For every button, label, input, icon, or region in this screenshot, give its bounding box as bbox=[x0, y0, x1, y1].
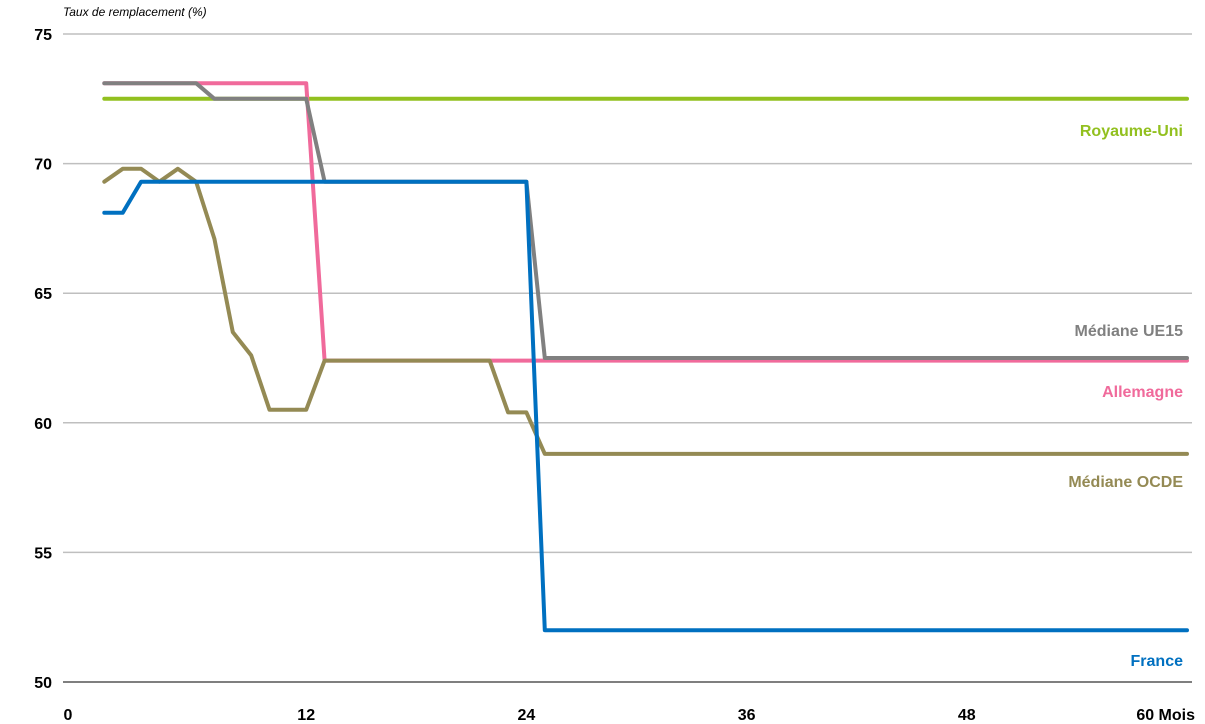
y-tick-label: 50 bbox=[34, 675, 52, 692]
series-label: Royaume-Uni bbox=[1080, 123, 1183, 140]
x-axis-ticks: 0 12 24 36 48 60 Mois bbox=[64, 707, 1196, 724]
series-line bbox=[102, 81, 1189, 363]
series-labels: Royaume-Uni Allemagne Médiane UE15 Médiane … bbox=[1068, 123, 1183, 670]
y-tick-label: 60 bbox=[34, 416, 52, 433]
series-label: France bbox=[1131, 653, 1184, 670]
series-label: Allemagne bbox=[1102, 384, 1183, 401]
y-tick-label: 65 bbox=[34, 286, 52, 303]
x-tick-label: 36 bbox=[738, 707, 756, 724]
x-tick-label: 48 bbox=[958, 707, 976, 724]
x-tick-label: 24 bbox=[518, 707, 536, 724]
y-tick-label: 70 bbox=[34, 157, 52, 174]
y-tick-label: 75 bbox=[34, 27, 52, 44]
gridlines bbox=[63, 33, 1192, 683]
series-label: Médiane OCDE bbox=[1068, 474, 1183, 491]
y-tick-label: 55 bbox=[34, 545, 52, 562]
series-lines bbox=[102, 81, 1189, 633]
x-tick-label: 0 bbox=[64, 707, 73, 724]
y-axis-title: Taux de remplacement (%) bbox=[63, 5, 207, 19]
series-label: Médiane UE15 bbox=[1075, 323, 1184, 340]
x-tick-label: 60 Mois bbox=[1136, 707, 1195, 724]
series-line bbox=[102, 179, 1189, 633]
y-axis-ticks: 50 55 60 65 70 75 bbox=[34, 27, 52, 692]
series-line bbox=[102, 166, 1189, 456]
series-line bbox=[102, 81, 1189, 360]
x-tick-label: 12 bbox=[297, 707, 315, 724]
